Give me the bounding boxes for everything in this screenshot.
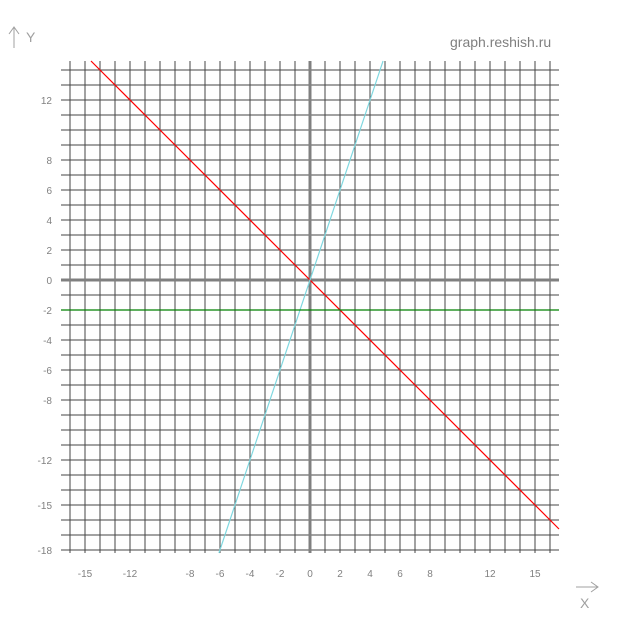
x-tick-label: -12 (123, 569, 138, 580)
y-tick-label: -12 (38, 456, 53, 467)
axes (61, 61, 559, 553)
y-tick-labels: 12 8 6 4 2 0 -2 -4 -6 -8 -12 -15 -18 (38, 96, 53, 557)
y-tick-label: 0 (46, 276, 52, 287)
y-tick-label: -8 (43, 396, 52, 407)
series-line-1 (90, 60, 560, 530)
y-tick-label: -18 (38, 546, 53, 557)
watermark: graph.reshish.ru (450, 34, 552, 50)
y-tick-label: 4 (46, 216, 52, 227)
axis-arrows (8, 26, 599, 593)
x-tick-label: 12 (484, 569, 496, 580)
y-arrow-head-icon (8, 26, 20, 35)
x-tick-label: 4 (367, 569, 373, 580)
x-arrow-head-icon (590, 581, 599, 593)
y-tick-label: 2 (46, 246, 52, 257)
x-tick-label: -8 (186, 569, 195, 580)
x-tick-label: 6 (397, 569, 403, 580)
x-tick-label: 8 (427, 569, 433, 580)
x-tick-label: 2 (337, 569, 343, 580)
x-tick-label: 0 (307, 569, 313, 580)
x-tick-label: -4 (246, 569, 255, 580)
series-line-2 (218, 60, 384, 554)
y-tick-label: -2 (43, 306, 52, 317)
y-tick-label: 12 (41, 96, 53, 107)
x-axis-label: X (580, 595, 590, 611)
x-tick-label: -15 (78, 569, 93, 580)
y-tick-label: -15 (38, 501, 53, 512)
y-tick-label: -6 (43, 366, 52, 377)
grid-lines (61, 61, 559, 553)
y-tick-label: 8 (46, 156, 52, 167)
y-tick-label: -4 (43, 336, 52, 347)
x-tick-labels: -15 -12 -8 -6 -4 -2 0 2 4 6 8 12 15 (78, 569, 541, 580)
y-axis-label: Y (26, 29, 36, 45)
x-tick-label: -6 (216, 569, 225, 580)
x-tick-label: -2 (276, 569, 285, 580)
series-lines (61, 60, 560, 554)
y-tick-label: 6 (46, 186, 52, 197)
x-tick-label: 15 (529, 569, 541, 580)
